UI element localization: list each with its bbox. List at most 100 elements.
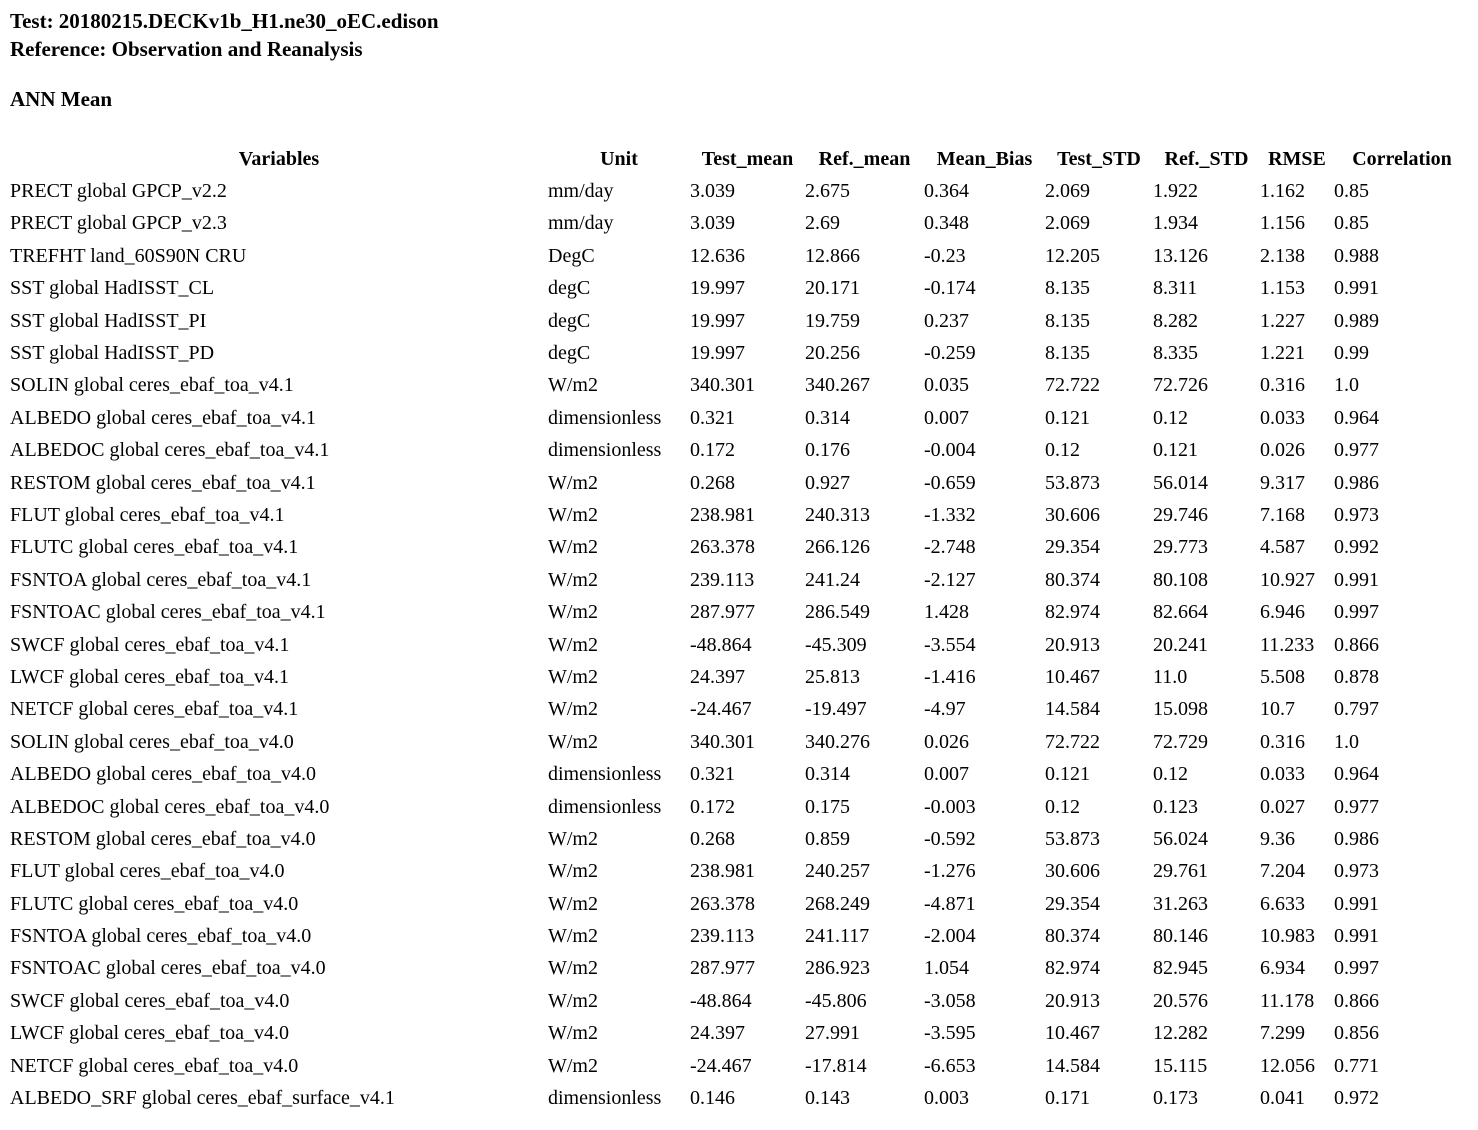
rmse-cell: 1.153 xyxy=(1260,277,1305,300)
ref-std-cell: 0.12 xyxy=(1153,763,1188,786)
test-mean-cell: 263.378 xyxy=(690,892,755,915)
ref-mean-cell: 0.175 xyxy=(805,795,850,818)
correlation-cell: 0.991 xyxy=(1334,892,1379,915)
ref-std-cell: 8.335 xyxy=(1153,342,1198,365)
unit-cell: W/m2 xyxy=(548,665,598,688)
rmse-cell: 6.633 xyxy=(1260,892,1305,915)
mean-bias-cell: 0.026 xyxy=(924,730,969,753)
variable-cell: ALBEDO global ceres_ebaf_toa_v4.1 xyxy=(10,406,317,429)
ref-std-cell: 20.576 xyxy=(1153,989,1208,1012)
test-mean-cell: -24.467 xyxy=(690,698,752,721)
ref-mean-cell: -19.497 xyxy=(805,698,867,721)
test-mean-cell: 19.997 xyxy=(690,309,745,332)
test-std-cell: 53.873 xyxy=(1045,827,1100,850)
ref-mean-cell: 12.866 xyxy=(805,244,860,267)
rmse-cell: 1.221 xyxy=(1260,342,1305,365)
mean-bias-cell: -0.259 xyxy=(924,342,976,365)
test-mean-cell: 0.268 xyxy=(690,827,735,850)
ref-mean-cell: 241.117 xyxy=(805,925,870,948)
variable-cell: ALBEDO global ceres_ebaf_toa_v4.0 xyxy=(10,763,317,786)
unit-cell: W/m2 xyxy=(548,471,598,494)
test-std-cell: 30.606 xyxy=(1045,860,1100,883)
column-header-ref-mean: Ref._mean xyxy=(818,147,911,170)
rmse-cell: 2.138 xyxy=(1260,244,1305,267)
mean-bias-cell: -0.003 xyxy=(924,795,976,818)
test-std-cell: 72.722 xyxy=(1045,730,1100,753)
test-std-cell: 0.12 xyxy=(1045,795,1080,818)
correlation-cell: 0.977 xyxy=(1334,439,1379,462)
rmse-cell: 7.168 xyxy=(1260,503,1305,526)
ref-mean-cell: 0.314 xyxy=(805,763,850,786)
ref-std-cell: 11.0 xyxy=(1153,665,1188,688)
mean-bias-cell: 0.007 xyxy=(924,763,969,786)
correlation-cell: 0.866 xyxy=(1334,633,1379,656)
test-std-cell: 30.606 xyxy=(1045,503,1100,526)
test-mean-cell: 19.997 xyxy=(690,342,745,365)
column-header-rmse: RMSE xyxy=(1268,147,1326,170)
test-mean-cell: 0.321 xyxy=(690,763,735,786)
column-header-variables: Variables xyxy=(238,147,320,170)
variable-cell: FSNTOA global ceres_ebaf_toa_v4.0 xyxy=(10,925,312,948)
ref-mean-cell: 20.256 xyxy=(805,342,860,365)
mean-bias-cell: -0.659 xyxy=(924,471,976,494)
table-row: SWCF global ceres_ebaf_toa_v4.1 W/m2 -48.8… xyxy=(10,629,1470,661)
header-row: Variables Unit Test_mean Ref._mean Mean_… xyxy=(10,143,1470,175)
test-mean-cell: 3.039 xyxy=(690,180,735,203)
rmse-cell: 10.927 xyxy=(1260,568,1315,591)
variable-cell: SOLIN global ceres_ebaf_toa_v4.0 xyxy=(10,730,294,753)
table-row: ALBEDO global ceres_ebaf_toa_v4.1 dimensi… xyxy=(10,402,1470,434)
table-row: FSNTOAC global ceres_ebaf_toa_v4.1 W/m2 28… xyxy=(10,596,1470,628)
table-row: FSNTOA global ceres_ebaf_toa_v4.0 W/m2 239… xyxy=(10,920,1470,952)
ref-std-cell: 29.746 xyxy=(1153,503,1208,526)
mean-bias-cell: -1.276 xyxy=(924,860,976,883)
ref-std-cell: 56.014 xyxy=(1153,471,1208,494)
ref-std-cell: 72.726 xyxy=(1153,374,1208,397)
correlation-cell: 0.866 xyxy=(1334,989,1379,1012)
rmse-cell: 11.178 xyxy=(1260,989,1315,1012)
variable-cell: SST global HadISST_PD xyxy=(10,342,215,365)
mean-bias-cell: 0.237 xyxy=(924,309,969,332)
mean-bias-cell: 0.035 xyxy=(924,374,969,397)
ref-std-cell: 56.024 xyxy=(1153,827,1208,850)
test-mean-cell: 0.172 xyxy=(690,795,735,818)
variable-cell: PRECT global GPCP_v2.3 xyxy=(10,212,227,235)
table-row: SOLIN global ceres_ebaf_toa_v4.0 W/m2 340.… xyxy=(10,726,1470,758)
variable-cell: FLUT global ceres_ebaf_toa_v4.0 xyxy=(10,860,285,883)
unit-cell: W/m2 xyxy=(548,989,598,1012)
ref-std-cell: 8.282 xyxy=(1153,309,1198,332)
test-std-cell: 72.722 xyxy=(1045,374,1100,397)
season-section-title: ANN Mean xyxy=(10,87,113,111)
ref-mean-cell: 0.859 xyxy=(805,827,850,850)
ref-std-cell: 80.146 xyxy=(1153,925,1208,948)
test-std-cell: 53.873 xyxy=(1045,471,1100,494)
rmse-cell: 10.7 xyxy=(1260,698,1295,721)
ref-mean-cell: 268.249 xyxy=(805,892,870,915)
rmse-cell: 1.156 xyxy=(1260,212,1305,235)
mean-bias-cell: -0.23 xyxy=(924,244,966,267)
rmse-cell: 0.316 xyxy=(1260,730,1305,753)
ref-mean-cell: 241.24 xyxy=(805,568,860,591)
variable-cell: NETCF global ceres_ebaf_toa_v4.1 xyxy=(10,698,299,721)
unit-cell: dimensionless xyxy=(548,763,662,786)
rmse-cell: 0.027 xyxy=(1260,795,1305,818)
correlation-cell: 0.85 xyxy=(1334,180,1369,203)
column-header-correlation: Correlation xyxy=(1352,147,1452,170)
mean-bias-cell: -3.595 xyxy=(924,1022,976,1045)
unit-cell: W/m2 xyxy=(548,1054,598,1077)
mean-bias-cell: -2.748 xyxy=(924,536,976,559)
mean-bias-cell: 1.054 xyxy=(924,957,969,980)
correlation-cell: 0.997 xyxy=(1334,601,1379,624)
ref-mean-cell: 240.313 xyxy=(805,503,870,526)
correlation-cell: 0.997 xyxy=(1334,957,1379,980)
variable-cell: ALBEDO_SRF global ceres_ebaf_surface_v4.… xyxy=(10,1087,395,1110)
ref-std-cell: 0.12 xyxy=(1153,406,1188,429)
ref-std-cell: 80.108 xyxy=(1153,568,1208,591)
rmse-cell: 0.033 xyxy=(1260,406,1305,429)
column-header-test-std: Test_STD xyxy=(1057,147,1141,170)
variable-cell: TREFHT land_60S90N CRU xyxy=(10,244,247,267)
ref-std-cell: 82.664 xyxy=(1153,601,1208,624)
unit-cell: W/m2 xyxy=(548,827,598,850)
correlation-cell: 0.964 xyxy=(1334,763,1379,786)
ref-mean-cell: 340.267 xyxy=(805,374,870,397)
